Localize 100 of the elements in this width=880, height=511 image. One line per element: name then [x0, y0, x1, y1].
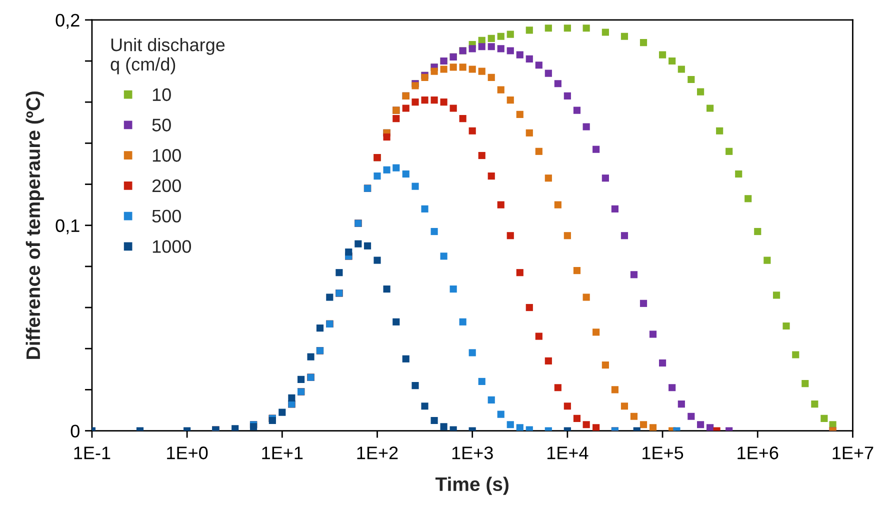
point — [516, 110, 524, 118]
point — [696, 421, 704, 428]
point — [535, 62, 542, 69]
point — [392, 164, 400, 172]
point — [544, 357, 552, 364]
x-tick-label: 1E+4 — [547, 446, 588, 460]
point — [602, 174, 609, 182]
point — [402, 104, 410, 112]
legend-label: 100 — [152, 149, 181, 162]
point — [468, 127, 476, 134]
point — [582, 123, 590, 130]
point — [488, 43, 495, 50]
y-axis-title: Difference of temperaure (ºC) — [26, 91, 44, 359]
point — [602, 361, 609, 369]
point — [640, 421, 648, 428]
point — [611, 205, 618, 212]
point — [506, 47, 514, 54]
point — [516, 51, 524, 58]
point — [468, 45, 476, 52]
point — [592, 328, 600, 336]
point — [440, 252, 448, 260]
point — [516, 269, 524, 276]
point — [506, 232, 514, 240]
point — [497, 32, 504, 40]
point — [383, 166, 390, 174]
point — [506, 30, 514, 38]
x-tick-label: 1E+0 — [167, 446, 208, 460]
point — [488, 34, 495, 42]
point — [468, 66, 476, 73]
x-tick-label: 1E+7 — [832, 446, 874, 460]
point — [478, 152, 486, 160]
legend-label: 10 — [152, 88, 171, 102]
legend-title: Unit discharge q (cm/d) — [110, 38, 225, 74]
point — [573, 106, 581, 114]
point — [497, 410, 504, 418]
point — [488, 172, 495, 180]
point — [450, 64, 457, 71]
point — [421, 96, 428, 104]
point — [544, 70, 552, 77]
legend-label: 500 — [152, 210, 181, 223]
point — [430, 228, 438, 236]
point — [497, 45, 504, 52]
y-tick-label: 0 — [70, 424, 80, 438]
point — [544, 174, 552, 182]
point — [526, 55, 533, 62]
x-tick-label: 1E+1 — [262, 446, 303, 460]
point — [488, 74, 495, 81]
point — [506, 96, 514, 104]
point — [649, 330, 657, 338]
point — [582, 421, 590, 428]
point — [450, 104, 457, 112]
point — [592, 424, 600, 431]
point — [630, 412, 638, 420]
point — [421, 205, 428, 212]
point — [592, 146, 600, 153]
point — [640, 300, 648, 307]
point — [402, 170, 410, 178]
point — [564, 402, 571, 410]
point — [535, 148, 542, 155]
point — [478, 378, 486, 386]
point — [459, 114, 466, 122]
point — [573, 267, 581, 274]
point — [497, 86, 504, 94]
y-tick-label: 0,2 — [56, 14, 80, 29]
point — [658, 359, 666, 367]
point — [450, 285, 457, 293]
point — [526, 304, 533, 312]
point — [374, 172, 381, 180]
point — [526, 129, 533, 136]
legend-label: 50 — [152, 118, 171, 132]
point — [564, 232, 571, 240]
point — [440, 66, 448, 73]
point — [459, 64, 466, 71]
x-axis-title: Time (s) — [435, 476, 508, 495]
legend-label: 1000 — [152, 240, 192, 253]
point — [706, 424, 714, 431]
point — [478, 43, 486, 50]
x-tick-label: 1E-1 — [74, 446, 110, 460]
point — [497, 201, 504, 208]
x-tick-label: 1E+6 — [738, 446, 778, 460]
point — [430, 96, 438, 104]
point — [620, 232, 628, 240]
point — [554, 384, 562, 392]
point — [383, 133, 390, 141]
point — [668, 384, 676, 392]
point — [620, 402, 628, 410]
x-tick-label: 1E+2 — [357, 446, 398, 460]
point — [412, 98, 419, 106]
point — [440, 98, 448, 106]
point — [488, 396, 495, 404]
point — [535, 332, 542, 340]
point — [582, 294, 590, 301]
x-tick-label: 1E+3 — [452, 446, 493, 460]
point — [412, 182, 419, 190]
y-tick-label: 0,1 — [56, 219, 80, 234]
x-tick-label: 1E+5 — [642, 446, 684, 460]
point — [554, 201, 562, 208]
point — [678, 400, 685, 408]
point — [430, 68, 438, 75]
point — [516, 424, 524, 431]
